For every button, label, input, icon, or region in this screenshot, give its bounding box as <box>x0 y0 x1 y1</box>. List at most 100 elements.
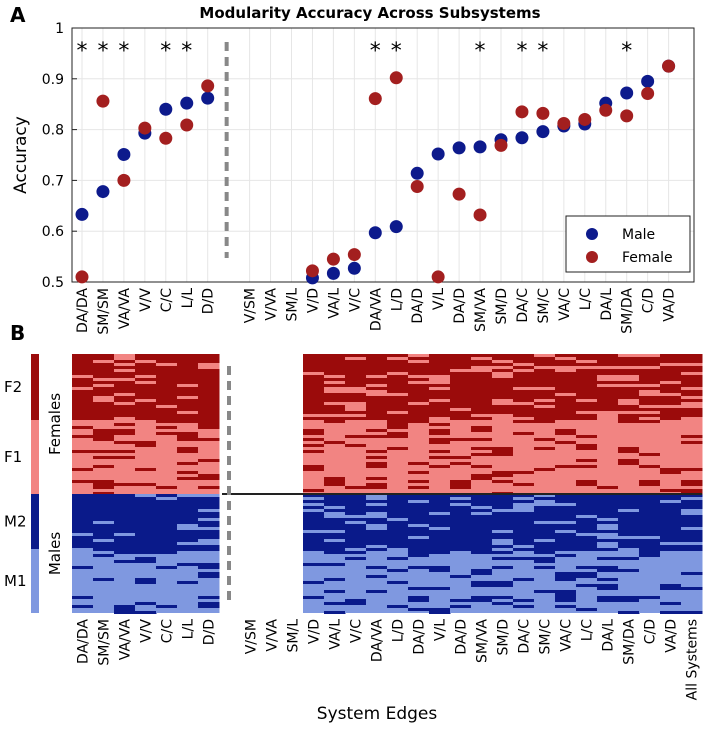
heatmap-cell <box>534 468 556 471</box>
heatmap-cell <box>429 509 451 512</box>
heatmap-cell <box>471 515 493 518</box>
heatmap-cell <box>576 518 598 521</box>
heatmap-cell <box>114 387 136 390</box>
heatmap-cell <box>429 414 451 417</box>
heatmap-cell <box>303 399 325 402</box>
heatmap-cell <box>135 536 157 539</box>
heatmap-cell <box>597 521 619 524</box>
heatmap-cell <box>597 399 619 402</box>
heatmap-cell <box>681 548 703 551</box>
heatmap-cell <box>576 393 598 396</box>
heatmap-cell <box>93 366 115 369</box>
heatmap-cell <box>303 357 325 360</box>
heatmap-cell <box>408 363 430 366</box>
heatmap-cell <box>660 399 682 402</box>
heatmap-cell <box>114 456 136 459</box>
heatmap-cell <box>597 596 619 599</box>
heatmap-cell <box>324 578 346 581</box>
heatmap-cell <box>114 372 136 375</box>
heatmap-cell <box>471 417 493 420</box>
heatmap-cell <box>471 572 493 575</box>
heatmap-cell <box>639 506 661 509</box>
heatmap-cell <box>135 468 157 471</box>
heatmap-cell <box>177 506 199 509</box>
x-tick-label-b: SM/VA <box>475 619 491 663</box>
heatmap-cell <box>555 590 577 593</box>
heatmap-cell <box>555 411 577 414</box>
heatmap-cell <box>135 518 157 521</box>
heatmap-cell <box>135 539 157 542</box>
heatmap-cell <box>198 459 220 462</box>
heatmap-cell <box>660 417 682 420</box>
heatmap-cell <box>471 569 493 572</box>
heatmap-cell <box>366 357 388 360</box>
heatmap-cell <box>198 381 220 384</box>
heatmap-cell <box>639 512 661 515</box>
female-point <box>326 252 340 266</box>
x-tick-label-a: V/VA <box>264 288 280 321</box>
heatmap-cell <box>366 402 388 405</box>
heatmap-cell <box>114 503 136 506</box>
heatmap-cell <box>303 539 325 542</box>
heatmap-cell <box>387 503 409 506</box>
heatmap-cell <box>177 512 199 515</box>
heatmap-cell <box>492 387 514 390</box>
heatmap-cell <box>450 480 472 483</box>
heatmap-cell <box>639 480 661 483</box>
heatmap-cell <box>534 512 556 515</box>
heatmap-cell <box>660 587 682 590</box>
heatmap-cell <box>324 536 346 539</box>
heatmap-cell <box>177 381 199 384</box>
heatmap-cell <box>324 551 346 554</box>
heatmap-cell <box>681 354 703 494</box>
heatmap-cell <box>513 578 535 581</box>
heatmap-cell <box>198 500 220 503</box>
heatmap-cell <box>555 396 577 399</box>
heatmap-cell <box>429 608 451 611</box>
x-axis-label: System Edges <box>317 704 438 724</box>
heatmap-cell <box>93 515 115 518</box>
heatmap-cell <box>597 354 619 357</box>
heatmap-cell <box>576 524 598 527</box>
heatmap-cell <box>555 605 577 608</box>
x-tick-label-a: DA/D <box>410 288 426 324</box>
heatmap-cell <box>156 399 178 402</box>
heatmap-cell <box>198 417 220 420</box>
female-point <box>494 138 508 152</box>
heatmap-cell <box>639 372 661 375</box>
heatmap-cell <box>177 402 199 405</box>
heatmap-cell <box>156 605 178 608</box>
heatmap-cell <box>597 509 619 512</box>
heatmap-cell <box>345 396 367 399</box>
female-point <box>75 270 89 284</box>
heatmap-cell <box>72 369 94 372</box>
heatmap-cell <box>198 369 220 372</box>
heatmap-cell <box>135 354 157 357</box>
heatmap-cell <box>177 581 199 584</box>
heatmap-cell <box>576 378 598 381</box>
heatmap-cell <box>492 354 514 357</box>
heatmap-cell <box>198 375 220 378</box>
heatmap-cell <box>345 602 367 605</box>
heatmap-cell <box>660 521 682 524</box>
heatmap-cell <box>156 533 178 536</box>
heatmap-cell <box>576 402 598 405</box>
heatmap-cell <box>597 393 619 396</box>
heatmap-cell <box>198 396 220 399</box>
heatmap-cell <box>660 509 682 512</box>
heatmap-cell <box>429 456 451 459</box>
group-label-males: Males <box>46 532 64 576</box>
heatmap-cell <box>450 363 472 366</box>
heatmap-cell <box>450 545 472 548</box>
heatmap-cell <box>72 524 94 527</box>
heatmap-cell <box>345 378 367 381</box>
heatmap-cell <box>450 548 472 551</box>
heatmap-cell <box>618 599 640 602</box>
heatmap-cell <box>408 497 430 500</box>
heatmap-cell <box>177 447 199 450</box>
heatmap-cell <box>639 408 661 411</box>
heatmap-cell <box>135 497 157 500</box>
heatmap-cell <box>93 375 115 378</box>
heatmap-cell <box>597 396 619 399</box>
heatmap-cell <box>303 378 325 381</box>
